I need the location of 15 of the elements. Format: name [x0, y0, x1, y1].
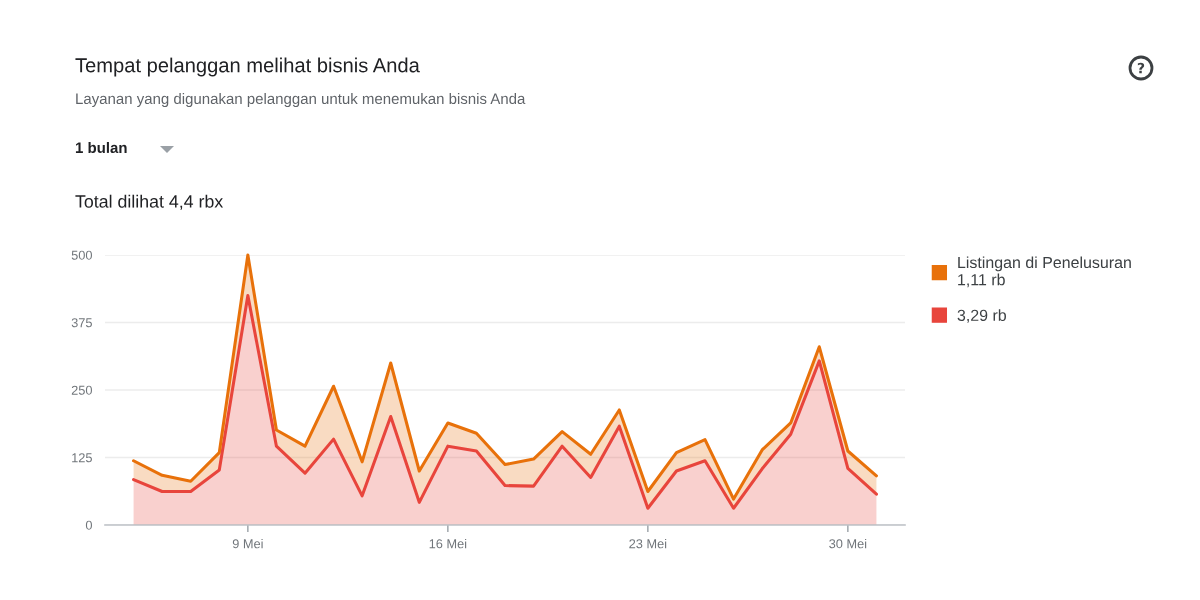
legend-label: 3,29 rb: [957, 309, 1006, 323]
x-tick-label: 16 Mei: [429, 538, 467, 549]
text: Total dilihat 4,4 rbx: [75, 194, 224, 210]
y-tick-label: 0: [85, 520, 92, 530]
y-tick-label: 125: [72, 453, 92, 463]
y-tick-label: 375: [71, 318, 92, 328]
text: 1 bulan: [75, 142, 127, 154]
x-tick-label: 23 Mei: [629, 538, 667, 549]
chart-title: Tempat pelanggan melihat bisnis Anda: [75, 57, 420, 77]
y-tick-label: 500: [71, 250, 92, 260]
y-tick-label: 250: [71, 385, 92, 395]
x-tick-label: 30 Mei: [829, 538, 867, 549]
chart-subtitle: Layanan yang digunakan pelanggan untuk menemukan bisnis Anda: [76, 93, 526, 107]
legend-label: Listingan di Penelusuran 1,11 rb: [958, 256, 1131, 288]
x-tick-label: 9 Mei: [232, 538, 263, 549]
